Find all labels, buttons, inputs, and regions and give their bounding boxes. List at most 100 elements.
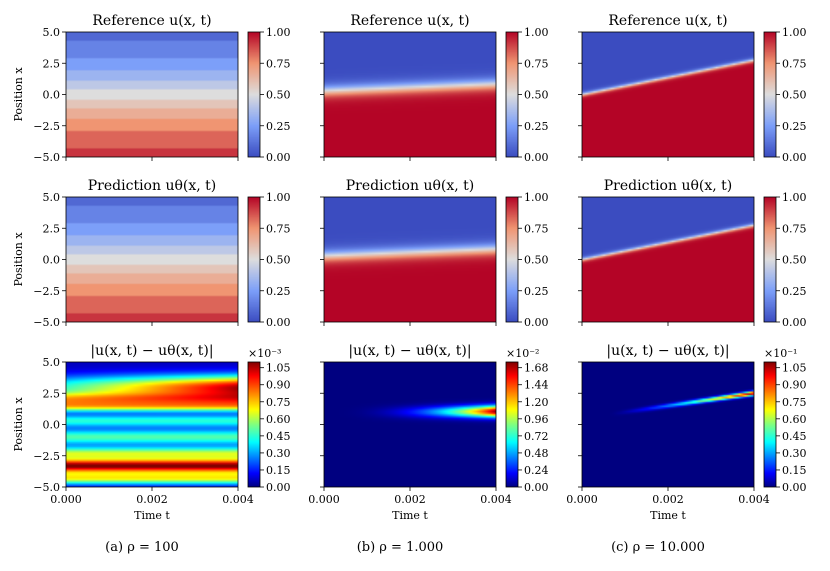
colorbar-tick-label: 0.25 <box>782 120 807 133</box>
heatmap-reference <box>324 32 496 157</box>
colorbar-tick-label: 0.24 <box>524 464 549 477</box>
y-tick-label: −2.5 <box>33 450 60 463</box>
colorbar-exponent: ×10⁻¹ <box>764 347 797 360</box>
colorbar-tick-label: 0.45 <box>782 430 807 443</box>
heatmap-prediction <box>324 197 496 322</box>
panel-prediction-0: Prediction uθ(x, t) 5.0 2.5 0.0 −2.5 −5.0 Posi… <box>12 178 291 329</box>
colorbar-tick-label: 0.50 <box>524 89 549 102</box>
y-axis-label: Position x <box>12 67 25 122</box>
colorbar-tick-label: 0.60 <box>782 413 807 426</box>
colorbar-tick-label: 0.75 <box>782 396 807 409</box>
x-axis-label: Time t <box>134 509 170 522</box>
colorbar-tick-label: 0.30 <box>266 447 291 460</box>
colorbar <box>506 197 518 322</box>
colorbar <box>248 32 260 157</box>
x-tick-label: 0.002 <box>652 493 684 506</box>
subfigure-caption: (c) ρ = 10.000 <box>611 540 705 555</box>
x-tick-label: 0.000 <box>50 493 82 506</box>
y-tick-label: 0.0 <box>43 254 61 267</box>
x-tick-label: 0.004 <box>480 493 512 506</box>
colorbar-tick-label: 1.00 <box>266 26 291 39</box>
subfigure-caption: (b) ρ = 1.000 <box>357 540 444 555</box>
panel-title: Prediction uθ(x, t) <box>604 178 732 194</box>
colorbar <box>764 197 776 322</box>
colorbar-tick-label: 0.25 <box>266 285 291 298</box>
colorbar-tick-label: 0.25 <box>524 285 549 298</box>
colorbar-tick-label: 0.15 <box>782 464 807 477</box>
y-axis-label: Position x <box>12 232 25 287</box>
colorbar-tick-label: 0.75 <box>266 57 291 70</box>
colorbar-tick-label: 0.00 <box>524 151 549 164</box>
colorbar-tick-label: 0.75 <box>524 222 549 235</box>
colorbar-tick-label: 0.90 <box>266 379 291 392</box>
x-tick-label: 0.004 <box>738 493 770 506</box>
colorbar-tick-label: 0.72 <box>524 430 549 443</box>
y-tick-label: 0.0 <box>43 89 61 102</box>
colorbar-frame <box>505 361 519 488</box>
colorbar <box>764 32 776 157</box>
colorbar-tick-label: 0.00 <box>266 151 291 164</box>
y-tick-label: 5.0 <box>43 191 61 204</box>
colorbar-tick-label: 0.15 <box>266 464 291 477</box>
y-axis-label: Position x <box>12 397 25 452</box>
panel-title: Reference u(x, t) <box>350 13 469 29</box>
colorbar-tick-label: 1.00 <box>782 191 807 204</box>
y-tick-label: 2.5 <box>43 222 61 235</box>
colorbar-tick-label: 1.20 <box>524 396 549 409</box>
colorbar-tick-label: 1.44 <box>524 379 549 392</box>
colorbar-tick-label: 0.25 <box>266 120 291 133</box>
panel-title: |u(x, t) − uθ(x, t)| <box>348 343 471 359</box>
colorbar-exponent: ×10⁻² <box>506 347 539 360</box>
x-tick-label: 0.000 <box>566 493 598 506</box>
x-tick-label: 0.000 <box>308 493 340 506</box>
colorbar-tick-label: 0.48 <box>524 447 549 460</box>
heatmap-prediction <box>66 197 238 322</box>
heatmap-error <box>582 362 754 487</box>
colorbar-tick-label: 0.50 <box>782 89 807 102</box>
colorbar-tick-label: 0.00 <box>266 316 291 329</box>
colorbar-tick-label: 0.50 <box>524 254 549 267</box>
panel-reference-1: Reference u(x, t) 1.00 0.75 0.50 0.25 0.00 <box>320 13 549 164</box>
y-tick-label: 5.0 <box>43 356 61 369</box>
colorbar-tick-label: 0.75 <box>266 222 291 235</box>
x-axis-label: Time t <box>650 509 686 522</box>
panel-title: Reference u(x, t) <box>608 13 727 29</box>
y-tick-label: −5.0 <box>33 316 60 329</box>
y-tick-label: 2.5 <box>43 387 61 400</box>
y-tick-label: 5.0 <box>43 26 61 39</box>
colorbar <box>506 362 518 487</box>
panel-title: Reference u(x, t) <box>92 13 211 29</box>
colorbar-tick-label: 0.00 <box>524 316 549 329</box>
heatmap-error <box>324 362 496 487</box>
heatmap-reference <box>66 32 238 157</box>
panel-error-1: |u(x, t) − uθ(x, t)| 0.000 0.002 0.004 Time … <box>308 343 548 522</box>
colorbar-tick-label: 1.05 <box>266 362 291 375</box>
colorbar-tick-label: 1.05 <box>782 362 807 375</box>
panel-title: Prediction uθ(x, t) <box>346 178 474 194</box>
colorbar <box>248 197 260 322</box>
colorbar-tick-label: 0.75 <box>266 396 291 409</box>
colorbar-tick-label: 0.75 <box>782 57 807 70</box>
colorbar-tick-label: 0.45 <box>266 430 291 443</box>
colorbar-tick-label: 0.00 <box>782 316 807 329</box>
y-tick-label: 0.0 <box>43 419 61 432</box>
panel-error-2: |u(x, t) − uθ(x, t)| 0.000 0.002 0.004 Time … <box>566 343 806 522</box>
heatmap-prediction <box>582 197 754 322</box>
colorbar-tick-label: 0.50 <box>266 254 291 267</box>
colorbar-frame <box>763 361 777 488</box>
colorbar-tick-label: 0.25 <box>524 120 549 133</box>
colorbar-tick-label: 1.00 <box>782 26 807 39</box>
x-tick-label: 0.002 <box>136 493 168 506</box>
colorbar-tick-label: 0.60 <box>266 413 291 426</box>
colorbar-tick-label: 0.50 <box>782 254 807 267</box>
colorbar <box>764 362 776 487</box>
x-axis-label: Time t <box>392 509 428 522</box>
x-tick-label: 0.004 <box>222 493 254 506</box>
colorbar-tick-label: 0.75 <box>782 222 807 235</box>
y-tick-label: 2.5 <box>43 57 61 70</box>
colorbar-tick-label: 0.25 <box>782 285 807 298</box>
y-tick-label: −2.5 <box>33 285 60 298</box>
colorbar-tick-label: 0.96 <box>524 413 549 426</box>
panel-error-0: |u(x, t) − uθ(x, t)| 5.0 2.5 0.0 −2.5 −5.0 Pos… <box>12 343 291 522</box>
